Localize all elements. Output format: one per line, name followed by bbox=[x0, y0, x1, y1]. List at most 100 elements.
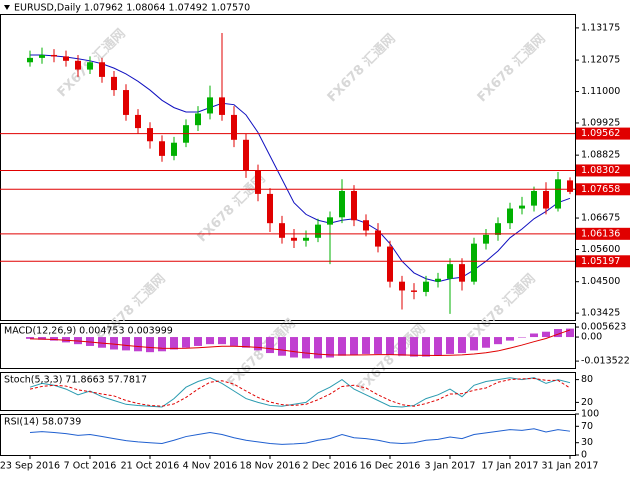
histogram-bar bbox=[542, 331, 550, 338]
histogram-bar bbox=[518, 337, 526, 338]
indicator-line bbox=[29, 377, 571, 408]
y-tick-label: 1.11000 bbox=[581, 86, 620, 97]
candle-body bbox=[219, 97, 225, 115]
candle-body bbox=[351, 190, 357, 221]
histogram-bar bbox=[434, 337, 442, 356]
level-box bbox=[576, 227, 630, 240]
histogram-bar bbox=[314, 337, 322, 359]
x-tick-label: 23 Sep 2016 bbox=[0, 461, 60, 472]
y-tick-label: -0.013522 bbox=[581, 356, 630, 367]
candle-body bbox=[243, 139, 249, 171]
x-axis-frame bbox=[0, 455, 576, 456]
x-tick-label: 4 Nov 2016 bbox=[183, 461, 238, 472]
histogram-bar bbox=[554, 329, 562, 338]
histogram-bar bbox=[422, 337, 430, 357]
y-tick-label: 0.005623 bbox=[581, 322, 626, 333]
candle-body bbox=[435, 278, 441, 282]
candle-body bbox=[87, 62, 93, 70]
candle-body bbox=[459, 264, 465, 282]
candle-body bbox=[135, 114, 141, 129]
histogram-bar bbox=[38, 337, 46, 340]
menu-triangle[interactable] bbox=[4, 5, 10, 10]
histogram-bar bbox=[338, 337, 346, 356]
histogram-bar bbox=[254, 337, 262, 351]
candle-body bbox=[567, 180, 573, 192]
histogram-bar bbox=[482, 337, 490, 348]
candle-body bbox=[531, 190, 537, 206]
candle-body bbox=[171, 142, 177, 156]
candle-body bbox=[51, 54, 57, 57]
histogram-bar bbox=[98, 337, 106, 348]
level-box bbox=[576, 255, 630, 268]
histogram-bar bbox=[566, 328, 574, 338]
x-tick-label: 21 Oct 2016 bbox=[121, 461, 180, 472]
y-tick-label: 20 bbox=[581, 397, 593, 408]
level-label: 1.06136 bbox=[581, 228, 620, 239]
histogram-bar bbox=[398, 337, 406, 356]
candle-body bbox=[411, 290, 417, 292]
candle-body bbox=[231, 114, 237, 140]
histogram-bar bbox=[530, 333, 538, 338]
x-tick-label: 7 Oct 2016 bbox=[64, 461, 117, 472]
histogram-bar bbox=[218, 337, 226, 345]
histogram-bar bbox=[86, 337, 94, 346]
candle-body bbox=[423, 281, 429, 292]
candle-body bbox=[447, 264, 453, 279]
candle-body bbox=[483, 234, 489, 244]
histogram-bar bbox=[266, 337, 274, 354]
candle-body bbox=[123, 90, 129, 115]
histogram-bar bbox=[158, 337, 166, 352]
level-label: 1.07658 bbox=[581, 184, 620, 195]
candle-body bbox=[99, 62, 105, 77]
level-box bbox=[576, 164, 630, 177]
y-tick-label: 80 bbox=[581, 374, 593, 385]
indicator-line bbox=[29, 329, 571, 357]
histogram-bar bbox=[410, 337, 418, 357]
histogram-bar bbox=[458, 337, 466, 354]
histogram-bar bbox=[290, 337, 298, 358]
histogram-bar bbox=[50, 337, 58, 341]
y-tick-label: 70 bbox=[581, 421, 593, 432]
histogram-bar bbox=[170, 337, 178, 350]
x-tick-label: 17 Jan 2017 bbox=[482, 461, 539, 472]
x-tick-label: 31 Jan 2017 bbox=[542, 461, 599, 472]
candle-body bbox=[543, 190, 549, 209]
candle-body bbox=[111, 76, 117, 91]
candle-body bbox=[159, 141, 165, 156]
candle-body bbox=[267, 193, 273, 224]
candle-body bbox=[147, 128, 153, 142]
candle-body bbox=[39, 54, 45, 58]
candle-body bbox=[303, 237, 309, 241]
histogram-bar bbox=[470, 337, 478, 351]
y-tick-label: 1.09925 bbox=[581, 117, 620, 128]
indicator-line bbox=[30, 54, 571, 283]
candle-body bbox=[195, 113, 201, 126]
panel-title: RSI(14) 58.0739 bbox=[4, 417, 81, 428]
candle-body bbox=[315, 224, 321, 238]
candle-body bbox=[387, 246, 393, 282]
candle-body bbox=[375, 230, 381, 247]
histogram-bar bbox=[230, 337, 238, 346]
x-tick-label: 16 Dec 2016 bbox=[360, 461, 421, 472]
candle-body bbox=[27, 57, 33, 63]
y-tick-label: 100 bbox=[581, 409, 599, 420]
y-tick-label: 1.13175 bbox=[581, 22, 620, 33]
level-label: 1.09562 bbox=[581, 128, 620, 139]
histogram-bar bbox=[182, 337, 190, 348]
candle-body bbox=[519, 205, 525, 209]
candle-body bbox=[75, 60, 81, 70]
histogram-bar bbox=[278, 337, 286, 356]
histogram-bar bbox=[26, 337, 34, 339]
y-tick-label: 30 bbox=[581, 437, 593, 448]
histogram-bar bbox=[302, 337, 310, 359]
y-tick-label: 1.05600 bbox=[581, 244, 620, 255]
histogram-bar bbox=[194, 337, 202, 346]
candle-body bbox=[279, 223, 285, 238]
candle-body bbox=[327, 217, 333, 225]
candle-body bbox=[339, 190, 345, 218]
histogram-bar bbox=[494, 337, 502, 345]
histogram-bar bbox=[350, 337, 358, 355]
x-tick-label: 2 Dec 2016 bbox=[303, 461, 358, 472]
y-tick-label: 1.12075 bbox=[581, 55, 620, 66]
